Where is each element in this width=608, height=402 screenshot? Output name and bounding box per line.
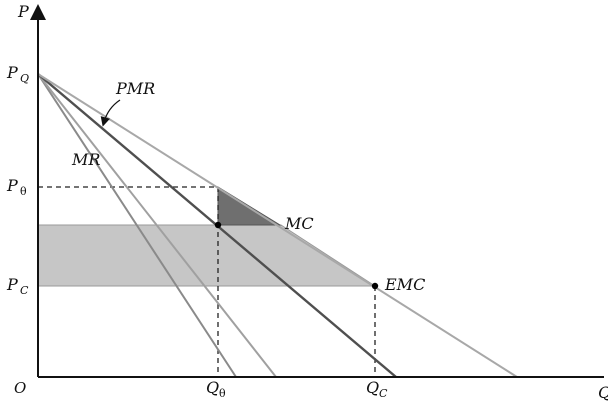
svg-text:C: C	[20, 284, 29, 297]
y-axis-label: P	[17, 2, 29, 21]
curve-mid-gray	[37, 73, 277, 378]
mc-point	[214, 221, 222, 229]
pq-label: P Q	[6, 63, 29, 85]
svg-text:P: P	[6, 176, 18, 195]
emc-label: EMC	[384, 275, 425, 294]
svg-text:Q: Q	[20, 72, 29, 85]
ptheta-label: P θ	[6, 176, 27, 198]
pmr-label: PMR	[115, 79, 155, 98]
svg-text:Q: Q	[366, 378, 379, 397]
svg-text:P: P	[6, 275, 18, 294]
mr-label: MR	[71, 150, 100, 169]
svg-text:θ: θ	[20, 185, 27, 198]
svg-text:θ: θ	[219, 387, 226, 400]
pc-label: P C	[6, 275, 29, 297]
svg-text:P: P	[6, 63, 18, 82]
origin-label: O	[14, 379, 26, 397]
svg-text:Q: Q	[206, 378, 219, 397]
demand-curve	[37, 73, 518, 378]
emc-point	[371, 282, 379, 290]
pmr-callout-arrow	[100, 99, 121, 127]
qtheta-label: Q θ	[206, 378, 226, 400]
qc-label: Q C	[366, 378, 388, 400]
mc-label: MC	[284, 214, 314, 233]
svg-text:C: C	[379, 387, 388, 400]
mr-curve	[37, 73, 237, 378]
x-axis-label: Q	[598, 383, 608, 402]
